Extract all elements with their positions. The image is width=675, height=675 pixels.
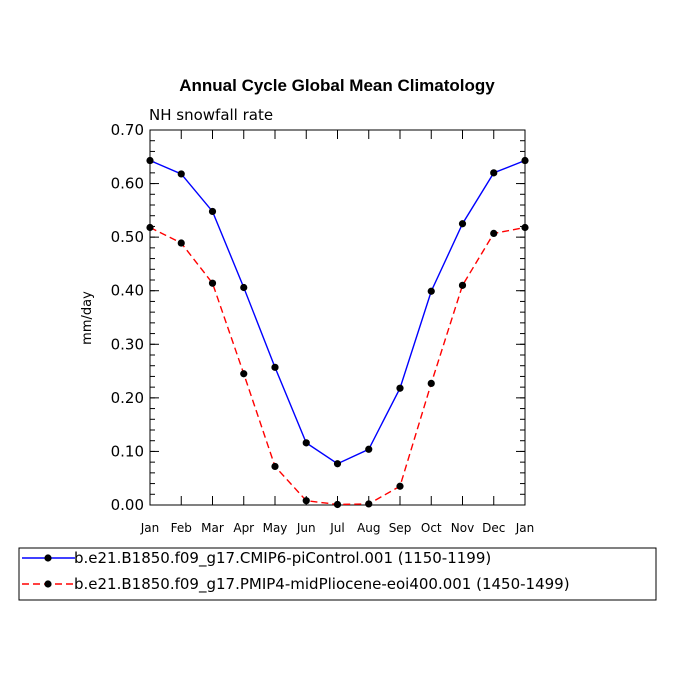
series-1-point bbox=[240, 283, 248, 292]
series-2-point bbox=[146, 223, 154, 232]
y-tick-label: 0.70 bbox=[111, 121, 144, 139]
series-2-point bbox=[427, 379, 435, 387]
x-tick-label: Aug bbox=[357, 521, 380, 535]
x-tick-label: Oct bbox=[421, 521, 442, 535]
legend-marker-1 bbox=[44, 554, 52, 562]
x-tick-label: Jun bbox=[296, 521, 316, 535]
series-2-point bbox=[240, 370, 248, 378]
chart-title: Annual Cycle Global Mean Climatology bbox=[179, 76, 495, 95]
plot-frame bbox=[149, 129, 526, 506]
series-1-point bbox=[365, 445, 373, 453]
x-tick-label: Nov bbox=[451, 521, 474, 535]
series-2-point bbox=[396, 482, 404, 490]
series-2-point bbox=[302, 497, 310, 505]
legend-box bbox=[18, 547, 657, 601]
series-1-point bbox=[177, 170, 185, 178]
series-2-point bbox=[333, 500, 342, 509]
series-2-point bbox=[271, 462, 279, 471]
series-1-point bbox=[208, 207, 217, 216]
series-1-point bbox=[490, 169, 498, 177]
series-1-point bbox=[427, 287, 435, 295]
series-1-point bbox=[458, 220, 467, 228]
series-1-point bbox=[521, 156, 529, 165]
y-tick-label: 0.40 bbox=[111, 282, 144, 300]
chart-subtitle: NH snowfall rate bbox=[149, 106, 273, 124]
series-2-point bbox=[521, 223, 529, 232]
legend-label-2: b.e21.B1850.f09_g17.PMIP4-midPliocene-eo… bbox=[74, 575, 570, 594]
series-1-point bbox=[333, 460, 342, 468]
series-line-1 bbox=[149, 159, 526, 465]
y-tick-label: 0.00 bbox=[111, 496, 144, 514]
series-2-point bbox=[490, 229, 498, 237]
x-tick-label: Dec bbox=[482, 521, 505, 535]
series-1-point bbox=[396, 384, 404, 392]
axes: 0.00 0.10 0.20 0.30 0.40 0.50 0.60 0.70 Jan Feb Ma… bbox=[111, 121, 535, 535]
x-tick-label: Sep bbox=[389, 521, 412, 535]
y-tick-label: 0.60 bbox=[111, 175, 144, 193]
series-2-point bbox=[177, 239, 185, 247]
series-2-point bbox=[458, 281, 467, 289]
y-tick-label: 0.30 bbox=[111, 335, 144, 353]
y-tick-label: 0.50 bbox=[111, 228, 144, 246]
legend-label-1: b.e21.B1850.f09_g17.CMIP6-piControl.001 … bbox=[74, 549, 491, 568]
legend-marker-2 bbox=[44, 580, 52, 588]
x-tick-label: Jan bbox=[515, 521, 535, 535]
x-tick-label: May bbox=[263, 521, 288, 535]
x-tick-label: Feb bbox=[171, 521, 192, 535]
series-1-point bbox=[271, 363, 279, 371]
series-layer bbox=[146, 156, 529, 509]
x-tick-label: Apr bbox=[233, 521, 254, 535]
series-1-point bbox=[146, 156, 154, 165]
y-axis-label: mm/day bbox=[80, 291, 95, 345]
series-1-point bbox=[302, 439, 310, 447]
y-tick-label: 0.20 bbox=[111, 389, 144, 407]
series-2-point bbox=[365, 500, 373, 508]
x-tick-label: Jul bbox=[329, 521, 344, 535]
legend: b.e21.B1850.f09_g17.CMIP6-piControl.001 … bbox=[22, 549, 570, 594]
x-tick-label: Mar bbox=[201, 521, 224, 535]
series-2-point bbox=[208, 279, 217, 287]
y-tick-label: 0.10 bbox=[111, 442, 144, 460]
x-tick-label: Jan bbox=[140, 521, 160, 535]
